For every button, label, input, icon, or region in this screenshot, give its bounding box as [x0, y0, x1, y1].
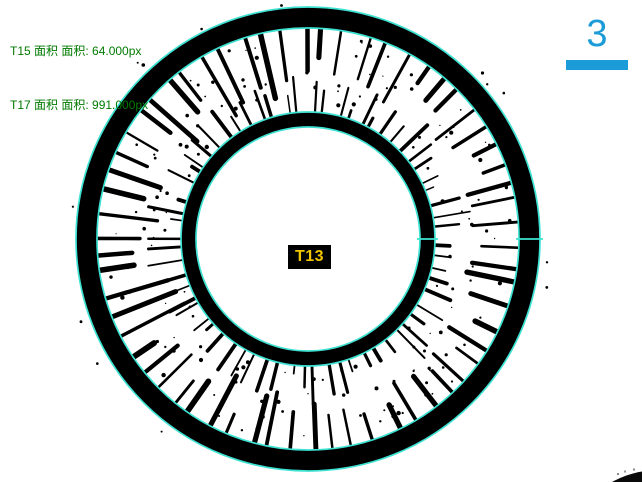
step-number: 3 [586, 13, 608, 55]
measurement-t17: T17 面积 面积: 991.000px [10, 98, 149, 112]
measurement-t15: T15 面积 面积: 64.000px [10, 44, 142, 58]
corner-artifact [612, 468, 642, 482]
step-marker-bar [566, 60, 628, 70]
step-marker: 3 [566, 10, 628, 70]
measurement-readouts: T15 面积 面积: 64.000px T17 面积 面积: 991.000px [10, 6, 148, 150]
roi-label-t13[interactable]: T13 [288, 245, 331, 269]
